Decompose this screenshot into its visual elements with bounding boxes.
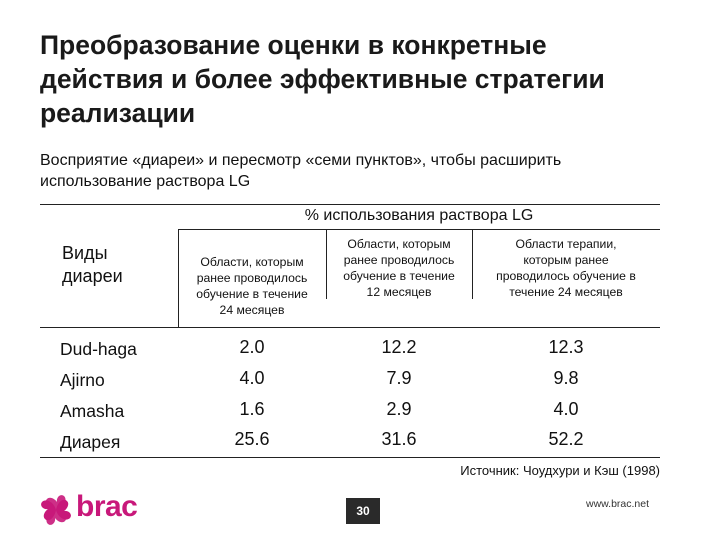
page-number-badge: 30 — [346, 498, 380, 524]
table-cell: 12.2 — [381, 337, 417, 357]
table-cell: 9.8 — [553, 368, 579, 388]
row-label: Ajirno — [60, 370, 105, 390]
slide-title: Преобразование оценки в конкретные дейст… — [40, 28, 700, 130]
table-cell: 4.0 — [553, 399, 579, 419]
table-cell: 2.0 — [239, 337, 265, 357]
table-bottom-rule — [40, 457, 660, 458]
column-header-line: обучение в течение — [343, 269, 455, 283]
column-header-line: течение 24 месяцев — [509, 285, 623, 299]
column-header-1: Области, которым ранее проводилось обуче… — [178, 254, 326, 318]
table-top-rule — [40, 204, 660, 205]
table-cell: 52.2 — [548, 429, 584, 449]
table-cell: 4.0 — [239, 368, 265, 388]
row-label: Amasha — [60, 401, 125, 421]
subtitle-line: использование раствора LG — [40, 173, 251, 190]
table-cell: 2.9 — [386, 399, 412, 419]
column-separator — [178, 229, 179, 327]
table-cell: 7.9 — [386, 368, 412, 388]
column-header-line: ранее проводилось — [343, 253, 455, 267]
source-note: Источник: Чоудхури и Кэш (1998) — [460, 463, 660, 478]
brand-wordmark: brac — [76, 490, 138, 523]
column-header-line: ранее проводилось — [196, 271, 308, 285]
row-label: Dud-haga — [60, 339, 137, 359]
column-header-line: Области терапии, — [515, 237, 617, 251]
column-separator — [326, 229, 327, 299]
row-header-line: Виды — [62, 243, 108, 263]
table-cell: 12.3 — [548, 337, 584, 357]
table-row-header: Виды диареи — [62, 242, 123, 288]
subtitle-line: Восприятие «диареи» и пересмотр «семи пу… — [40, 152, 562, 169]
column-header-line: 24 месяцев — [219, 303, 285, 317]
slide-title-line: Преобразование оценки в конкретные — [40, 30, 547, 60]
slide-title-line: реализации — [40, 98, 196, 128]
slide-subtitle: Восприятие «диареи» и пересмотр «семи пу… — [40, 150, 710, 192]
column-header-line: которым ранее — [523, 253, 609, 267]
website-link[interactable]: www.brac.net — [586, 498, 650, 510]
column-header-line: проводилось обучение в — [496, 269, 636, 283]
column-header-3: Области терапии, которым ранее проводило… — [472, 236, 660, 300]
column-header-line: Области, которым — [347, 237, 451, 251]
column-header-2: Области, которым ранее проводилось обуче… — [326, 236, 472, 300]
table-cell: 25.6 — [234, 429, 270, 449]
column-separator — [472, 229, 473, 299]
column-header-line: обучение в течение — [196, 287, 308, 301]
table-header-rule — [40, 327, 660, 328]
column-header-line: 12 месяцев — [366, 285, 432, 299]
table-cell: 31.6 — [381, 429, 417, 449]
brac-logo-icon — [41, 495, 71, 525]
table-group-header: % использования раствора LG — [304, 207, 534, 224]
table-cell: 1.6 — [239, 399, 265, 419]
table-group-rule — [178, 229, 660, 230]
row-label: Диарея — [60, 432, 121, 452]
row-header-line: диареи — [62, 266, 123, 286]
slide-title-line: действия и более эффективные стратегии — [40, 64, 605, 94]
column-header-line: Области, которым — [200, 255, 304, 269]
